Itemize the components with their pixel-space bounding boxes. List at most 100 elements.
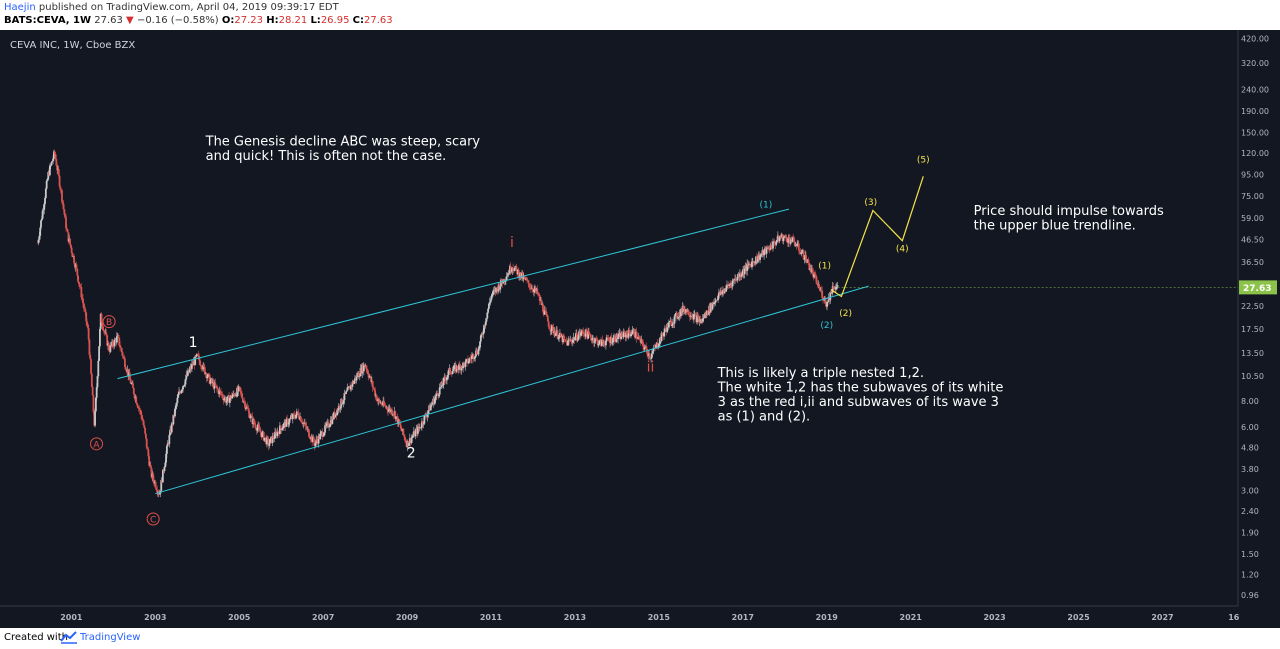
candle-body	[525, 279, 528, 281]
candle-body	[195, 353, 198, 357]
candle-body	[325, 423, 328, 426]
candle-body	[607, 337, 610, 340]
candle-body	[273, 438, 276, 439]
candle-body	[88, 339, 91, 355]
x-tick-label: 2019	[816, 613, 839, 622]
candle-body	[831, 286, 834, 293]
candle-body	[605, 341, 607, 346]
tradingview-brand[interactable]: TradingView	[80, 632, 141, 643]
candle-body	[488, 301, 491, 304]
candle-body	[366, 370, 369, 375]
candle-body	[728, 284, 731, 286]
candle-body	[383, 404, 386, 406]
candle-body	[69, 244, 72, 248]
candle-body	[145, 438, 148, 448]
candle-body	[142, 420, 145, 426]
candle-body	[225, 401, 228, 403]
candle-body	[500, 279, 502, 287]
candle-body	[285, 418, 288, 427]
candle-body	[835, 286, 838, 288]
candle-body	[592, 338, 595, 343]
candle-body	[129, 378, 132, 384]
candle-body	[123, 356, 126, 359]
candle-body	[597, 343, 600, 346]
chart-background	[0, 30, 1280, 628]
candle-body	[353, 381, 356, 384]
candle-body	[643, 347, 646, 350]
candle-body	[145, 433, 147, 439]
x-tick-label: 2015	[648, 613, 671, 622]
candle-body	[414, 431, 417, 437]
candle-body	[668, 321, 671, 323]
candle-body	[536, 288, 539, 294]
candle-body	[157, 492, 160, 495]
candle-body	[253, 423, 256, 425]
candle-body	[785, 238, 788, 242]
candle-body	[266, 437, 269, 440]
candle-body	[610, 337, 613, 344]
x-tick-label: 2005	[228, 613, 251, 622]
note-text: the upper blue trendline.	[974, 218, 1136, 233]
candle-body	[272, 436, 275, 439]
candle-body	[529, 287, 532, 289]
candle-body	[694, 313, 697, 315]
candle-body	[208, 374, 211, 384]
candle-body	[345, 390, 348, 392]
candle-body	[174, 408, 176, 417]
candle-body	[324, 425, 326, 433]
candle-body	[132, 383, 134, 389]
candle-body	[70, 247, 73, 253]
candle-body	[658, 343, 661, 346]
candle-body	[595, 338, 598, 340]
candle-body	[231, 396, 234, 399]
publish-header: Haejin published on TradingView.com, Apr…	[0, 0, 1280, 30]
price-chart[interactable]: CEVA INC, 1W, Cboe BZX 420.00 320.00 240.00…	[0, 30, 1280, 628]
candle-body	[803, 259, 806, 260]
candle-body	[506, 275, 509, 277]
candle-body	[342, 400, 345, 403]
candle-body	[596, 339, 599, 346]
candle-body	[245, 408, 247, 409]
candle-body	[81, 297, 84, 299]
candle-body	[281, 428, 284, 431]
candle-body	[372, 387, 375, 389]
candle-body	[358, 372, 360, 377]
candle-body	[165, 453, 167, 463]
publish-info: Haejin published on TradingView.com, Apr…	[4, 2, 339, 14]
candle-body	[612, 338, 615, 343]
candle-body	[351, 381, 354, 387]
candle-body	[241, 393, 243, 398]
candle-body	[374, 389, 377, 397]
y-tick-label: 240.00	[1241, 86, 1269, 95]
candle-body	[124, 358, 126, 367]
candle-body	[315, 439, 318, 444]
candle-body	[564, 339, 567, 342]
candle-body	[166, 443, 169, 446]
candle-body	[468, 358, 471, 362]
candle-body	[203, 367, 206, 375]
candle-body	[416, 426, 419, 434]
candle-body	[378, 398, 381, 401]
candle-body	[115, 336, 118, 343]
candle-body	[740, 275, 743, 277]
note-text: and quick! This is often not the case.	[206, 149, 447, 164]
candle-body	[562, 336, 565, 343]
candle-body	[248, 410, 251, 418]
author-link[interactable]: Haejin	[4, 2, 36, 13]
candle-body	[42, 209, 45, 211]
candle-body	[100, 313, 103, 323]
candle-body	[41, 210, 44, 219]
candle-body	[784, 235, 787, 239]
candle-body	[630, 334, 632, 336]
candle-body	[175, 402, 178, 406]
candle-body	[90, 373, 93, 387]
candle-body	[441, 382, 443, 386]
candle-body	[258, 427, 261, 432]
candle-body	[47, 172, 50, 180]
candle-body	[196, 353, 199, 355]
candle-body	[770, 244, 773, 249]
candle-body	[651, 353, 653, 358]
y-tick-label: 46.50	[1241, 236, 1264, 245]
candle-body	[661, 332, 664, 336]
candle-body	[199, 360, 201, 366]
